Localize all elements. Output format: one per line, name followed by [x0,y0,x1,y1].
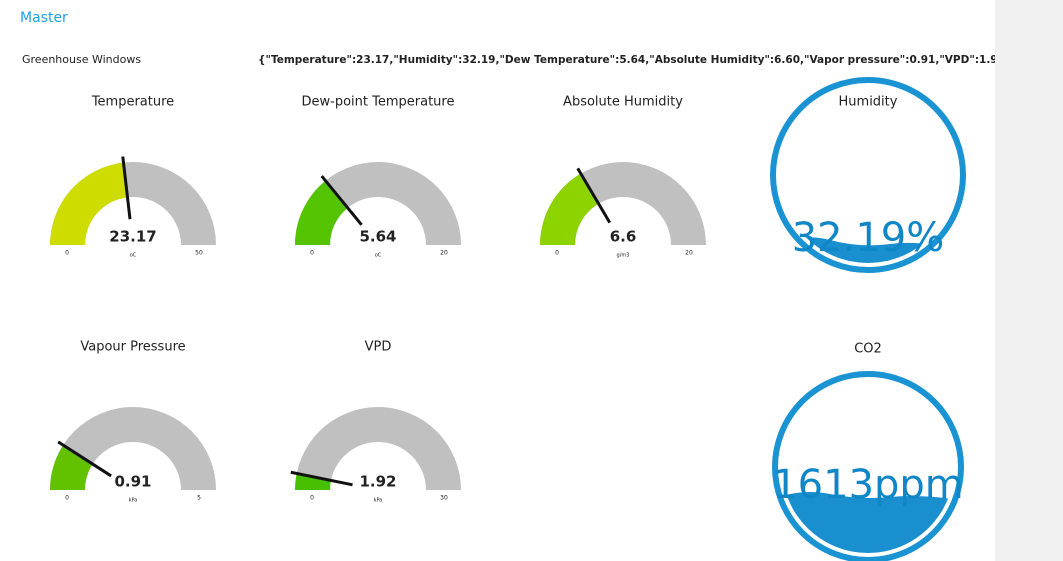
gauge-max: 5 [197,495,201,502]
gauge-arc [295,180,348,245]
gauge-needle [320,175,363,226]
gauge-min: 0 [65,250,69,257]
gauge-title: Temperature [91,95,174,110]
gauge-title: Absolute Humidity [563,95,683,110]
co2-liquid: 1613ppm CO2 [772,342,964,561]
gauge-value: 23.17 [109,228,156,246]
liquid-title: CO2 [854,342,882,357]
liquid-ring [770,77,966,273]
gauge-track [50,407,216,490]
gauge-needle [57,440,112,478]
gauge-title: Dew-point Temperature [302,95,455,110]
gauge-min: 0 [555,250,559,257]
gauge-value: 6.6 [610,228,637,246]
gauge-min: 0 [310,495,314,502]
gauge-value: 5.64 [359,228,396,246]
gauge-needle [576,167,612,224]
gauge-unit: oC [375,253,382,259]
payload: {"Temperature":23.17,"Humidity":32.19,"D… [258,54,1063,66]
gauge-needle [290,470,353,487]
gauge-max: 50 [195,250,203,257]
gauge-value: 1.92 [359,473,396,491]
gauge-min: 0 [65,495,69,502]
side-strip [995,0,1063,561]
row-label: Greenhouse Windows [22,53,141,66]
gauge-value: 0.91 [114,473,151,491]
gauge-arc [540,173,599,245]
humidity-liquid: 32.19% Humidity [770,77,966,273]
gauge-arc [50,162,128,245]
gauge-min: 0 [310,250,314,257]
gauge-unit: kPa [129,498,138,504]
gauge-unit: kPa [374,498,383,504]
gauge-unit: oC [130,253,137,259]
gauge-needle [121,156,132,220]
gauge-arc [295,473,331,490]
gauge-max: 20 [440,250,448,257]
gauge-title: Vapour Pressure [80,340,185,355]
gauge-track [295,162,461,245]
gauge-arc [50,445,93,490]
liquid-title: Humidity [839,95,898,110]
liquid-value: 1613ppm [772,462,964,508]
gauge-track [295,407,461,490]
gauge-unit: g/m3 [617,253,630,259]
page-title[interactable]: Master [20,10,68,26]
gauge-title: VPD [365,340,392,355]
liquid-ring [772,371,964,561]
gauge-max: 20 [685,250,693,257]
gauge-max: 30 [440,495,448,502]
liquid-value: 32.19% [792,215,945,261]
